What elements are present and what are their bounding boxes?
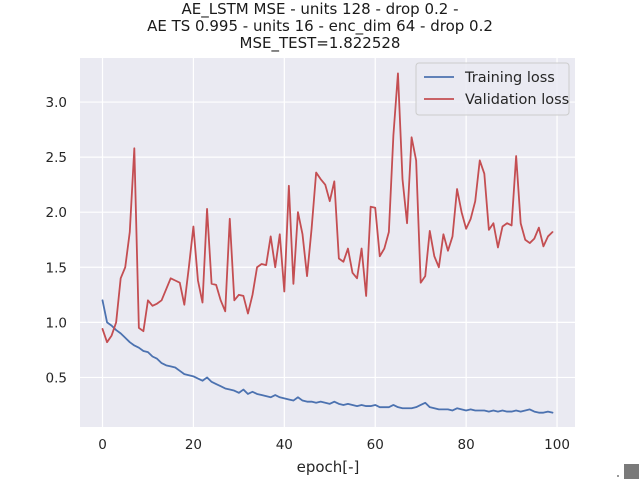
y-tick-label: 1.0 bbox=[46, 315, 67, 331]
corner-dot bbox=[617, 475, 619, 477]
y-tick-labels: 0.5 1.0 1.5 2.0 2.5 3.0 bbox=[46, 95, 67, 386]
x-tick-labels: 0 20 40 60 80 100 bbox=[98, 437, 570, 453]
y-tick-label: 0.5 bbox=[46, 370, 67, 386]
training-loss-line bbox=[101, 299, 554, 414]
legend-label-validation-loss: Validation loss bbox=[465, 92, 569, 108]
legend-label-training-loss: Training loss bbox=[464, 70, 555, 86]
corner-mark bbox=[624, 464, 639, 479]
x-tick-label: 40 bbox=[276, 437, 293, 453]
legend-box bbox=[415, 62, 570, 116]
chart-title-line-2: AE TS 0.995 - units 16 - enc_dim 64 - dr… bbox=[147, 17, 493, 36]
legend: Training loss Validation loss bbox=[415, 62, 570, 116]
y-tick-label: 3.0 bbox=[46, 95, 67, 111]
x-tick-label: 20 bbox=[185, 437, 202, 453]
x-tick-label: 100 bbox=[544, 437, 570, 453]
y-tick-label: 2.5 bbox=[46, 150, 67, 166]
series-lines bbox=[101, 72, 554, 414]
x-tick-label: 0 bbox=[98, 437, 107, 453]
validation-loss-line bbox=[101, 72, 554, 344]
x-axis-label: epoch[-] bbox=[297, 458, 360, 476]
chart-title-line-3: MSE_TEST=1.822528 bbox=[240, 34, 401, 53]
y-tick-label: 1.5 bbox=[46, 260, 67, 276]
x-tick-label: 60 bbox=[367, 437, 384, 453]
y-tick-label: 2.0 bbox=[46, 205, 67, 221]
x-tick-label: 80 bbox=[458, 437, 475, 453]
plot-area bbox=[80, 58, 575, 427]
chart-title-line-1: AE_LSTM MSE - units 128 - drop 0.2 - bbox=[182, 0, 459, 19]
